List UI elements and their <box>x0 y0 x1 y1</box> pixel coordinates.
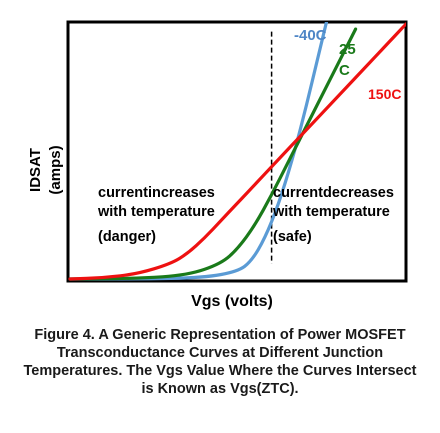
plot-frame <box>66 20 408 283</box>
series-line-150c <box>68 22 406 281</box>
annotation-increases-line1: currentincreases <box>98 185 215 201</box>
y-axis-unit: (amps) <box>47 145 64 194</box>
series-label-25c-number: 25 <box>339 41 356 58</box>
annotation-decreases-line1: currentdecreases <box>273 185 394 201</box>
y-axis-title: IDSAT <box>27 148 44 192</box>
y-axis-label: IDSAT (amps) <box>27 145 64 194</box>
series-label-neg40c: -40C <box>294 27 327 44</box>
annotation-decreases-line2: with temperature <box>272 204 390 220</box>
annotation-increases-line2: with temperature <box>97 204 215 220</box>
chart: IDSAT (amps) Vgs (volts) currentincrease… <box>27 20 408 310</box>
series-label-150c: 150C <box>368 86 401 102</box>
annotation-danger: (danger) <box>98 229 156 245</box>
x-axis-title: Vgs (volts) <box>191 293 273 310</box>
annotation-safe: (safe) <box>273 229 312 245</box>
series-line-25c <box>68 27 358 281</box>
series-label-25c-unit: C <box>339 62 350 79</box>
figure-caption: Figure 4. A Generic Representation of Po… <box>23 327 417 397</box>
